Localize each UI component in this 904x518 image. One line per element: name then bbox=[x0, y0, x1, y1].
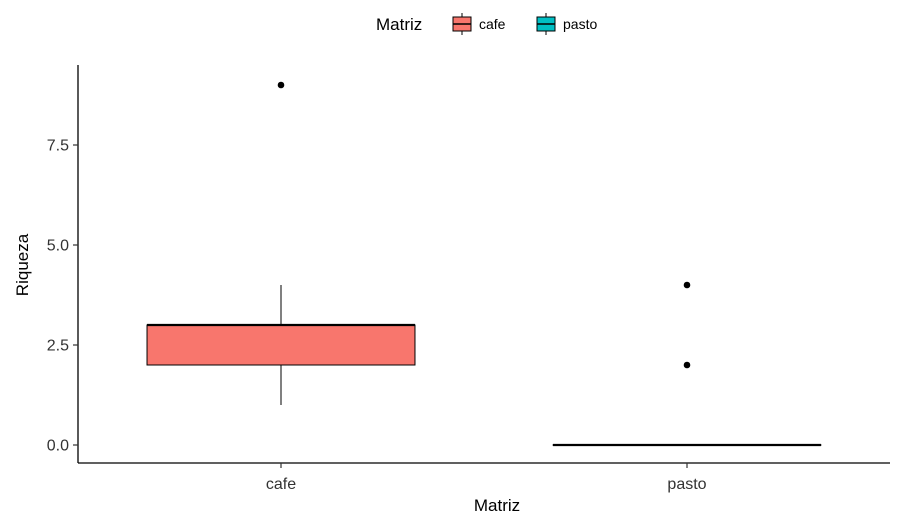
outlier-point bbox=[683, 361, 691, 369]
legend: Matriz cafe pasto bbox=[376, 13, 597, 35]
y-tick-label: 2.5 bbox=[47, 338, 69, 355]
legend-label: pasto bbox=[563, 16, 597, 32]
legend-item-cafe: cafe bbox=[452, 13, 506, 35]
box-series bbox=[146, 81, 822, 447]
y-tick-label: 5.0 bbox=[47, 238, 69, 255]
legend-item-pasto: pasto bbox=[536, 13, 597, 35]
box-pasto bbox=[552, 281, 822, 447]
y-axis-ticks: 0.0 2.5 5.0 7.5 bbox=[47, 138, 78, 455]
y-tick-label: 7.5 bbox=[47, 138, 69, 155]
legend-label: cafe bbox=[479, 16, 506, 32]
legend-title: Matriz bbox=[376, 15, 422, 34]
x-axis-ticks: cafe pasto bbox=[266, 463, 707, 493]
box-body bbox=[146, 324, 416, 366]
outlier-point bbox=[277, 81, 285, 89]
outlier-point bbox=[683, 281, 691, 289]
y-axis-title: Riqueza bbox=[13, 233, 32, 296]
x-tick-label: cafe bbox=[266, 476, 296, 493]
x-axis-title: Matriz bbox=[474, 496, 520, 515]
x-tick-label: pasto bbox=[667, 476, 706, 493]
y-tick-label: 0.0 bbox=[47, 438, 69, 455]
box-cafe bbox=[146, 81, 416, 405]
